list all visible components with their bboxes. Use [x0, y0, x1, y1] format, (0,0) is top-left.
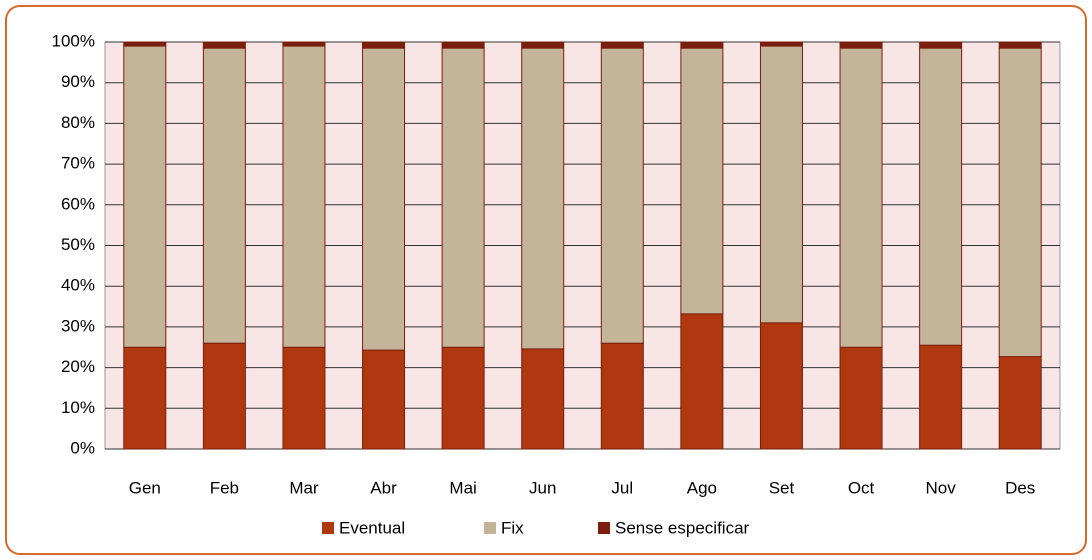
y-tick-label: 50%	[61, 235, 95, 254]
bar-segment	[759, 45, 803, 324]
bar-segment	[441, 346, 485, 450]
bar-segment	[998, 356, 1042, 450]
x-tick-label: Jul	[611, 478, 633, 497]
bar-segment	[362, 47, 406, 351]
legend-label: Sense especificar	[615, 518, 750, 537]
bar-segment	[362, 41, 406, 49]
legend-label: Fix	[501, 518, 524, 537]
legend-swatch	[484, 522, 496, 534]
bar-segment	[998, 41, 1042, 49]
bar-segment	[759, 41, 803, 47]
legend-swatch	[322, 522, 334, 534]
bar-segment	[839, 47, 883, 348]
bar-segment	[998, 47, 1042, 358]
bar-segment	[362, 349, 406, 450]
bar-segment	[759, 322, 803, 450]
y-tick-label: 60%	[61, 194, 95, 213]
bar-segment	[600, 342, 644, 450]
x-tick-label: Set	[769, 478, 795, 497]
bar-segment	[680, 47, 724, 315]
bar-segment	[123, 346, 167, 450]
y-tick-label: 90%	[61, 72, 95, 91]
y-tick-label: 70%	[61, 154, 95, 173]
bar-segment	[282, 45, 326, 348]
bar-segment	[919, 344, 963, 450]
y-tick-label: 10%	[61, 398, 95, 417]
legend-swatch	[598, 522, 610, 534]
bar-segment	[600, 47, 644, 344]
x-tick-label: Mar	[289, 478, 319, 497]
bar-segment	[600, 41, 644, 49]
x-tick-label: Gen	[129, 478, 161, 497]
bar-segment	[123, 41, 167, 47]
bar-segment	[521, 47, 565, 350]
bar-segment	[441, 47, 485, 348]
x-tick-label: Mai	[449, 478, 476, 497]
bar-segment	[441, 41, 485, 49]
x-tick-label: Ago	[687, 478, 717, 497]
bar-segment	[680, 313, 724, 450]
y-tick-label: 100%	[52, 31, 95, 50]
bar-segment	[202, 41, 246, 49]
x-tick-label: Nov	[926, 478, 957, 497]
bar-segment	[680, 41, 724, 49]
bar-segment	[839, 41, 883, 49]
y-tick-label: 80%	[61, 113, 95, 132]
x-tick-label: Jun	[529, 478, 556, 497]
bar-segment	[839, 346, 883, 450]
y-tick-label: 20%	[61, 357, 95, 376]
x-tick-label: Oct	[848, 478, 875, 497]
bar-segment	[919, 47, 963, 346]
x-tick-label: Des	[1005, 478, 1035, 497]
bar-segment	[282, 41, 326, 47]
bar-segment	[919, 41, 963, 49]
y-tick-label: 0%	[70, 438, 95, 457]
y-tick-label: 40%	[61, 276, 95, 295]
legend-label: Eventual	[339, 518, 405, 537]
x-tick-label: Feb	[210, 478, 239, 497]
bar-segment	[202, 342, 246, 450]
bar-segment	[282, 346, 326, 450]
bar-segment	[123, 45, 167, 348]
bar-segment	[521, 348, 565, 450]
bar-segment	[521, 41, 565, 49]
bar-segment	[202, 47, 246, 344]
y-tick-label: 30%	[61, 316, 95, 335]
x-tick-label: Abr	[370, 478, 397, 497]
